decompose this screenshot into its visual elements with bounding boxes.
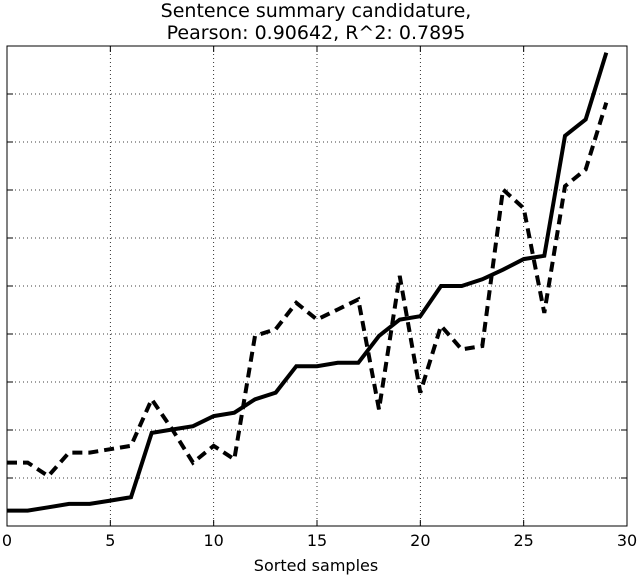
series-line-1-solid xyxy=(7,52,609,513)
x-tick-label: 0 xyxy=(2,531,12,550)
x-tick-label: 30 xyxy=(617,531,637,550)
x-tick-label: 5 xyxy=(105,531,115,550)
x-tick-labels: 0 5 10 15 20 25 30 xyxy=(2,531,637,550)
grid xyxy=(7,46,627,526)
x-tick-label: 25 xyxy=(513,531,533,550)
x-tick-label: 15 xyxy=(307,531,327,550)
series-line-2-dashed xyxy=(7,102,609,479)
chart-title: Sentence summary candidature, Pearson: 0… xyxy=(161,0,472,44)
chart-title-line-1: Sentence summary candidature, xyxy=(161,0,472,22)
x-tick-label: 10 xyxy=(203,531,223,550)
series-group xyxy=(7,52,609,513)
x-axis-label: Sorted samples xyxy=(254,556,378,575)
x-tick-label: 20 xyxy=(410,531,430,550)
chart-title-line-2: Pearson: 0.90642, R^2: 0.7895 xyxy=(167,22,466,44)
ticks xyxy=(6,45,628,527)
